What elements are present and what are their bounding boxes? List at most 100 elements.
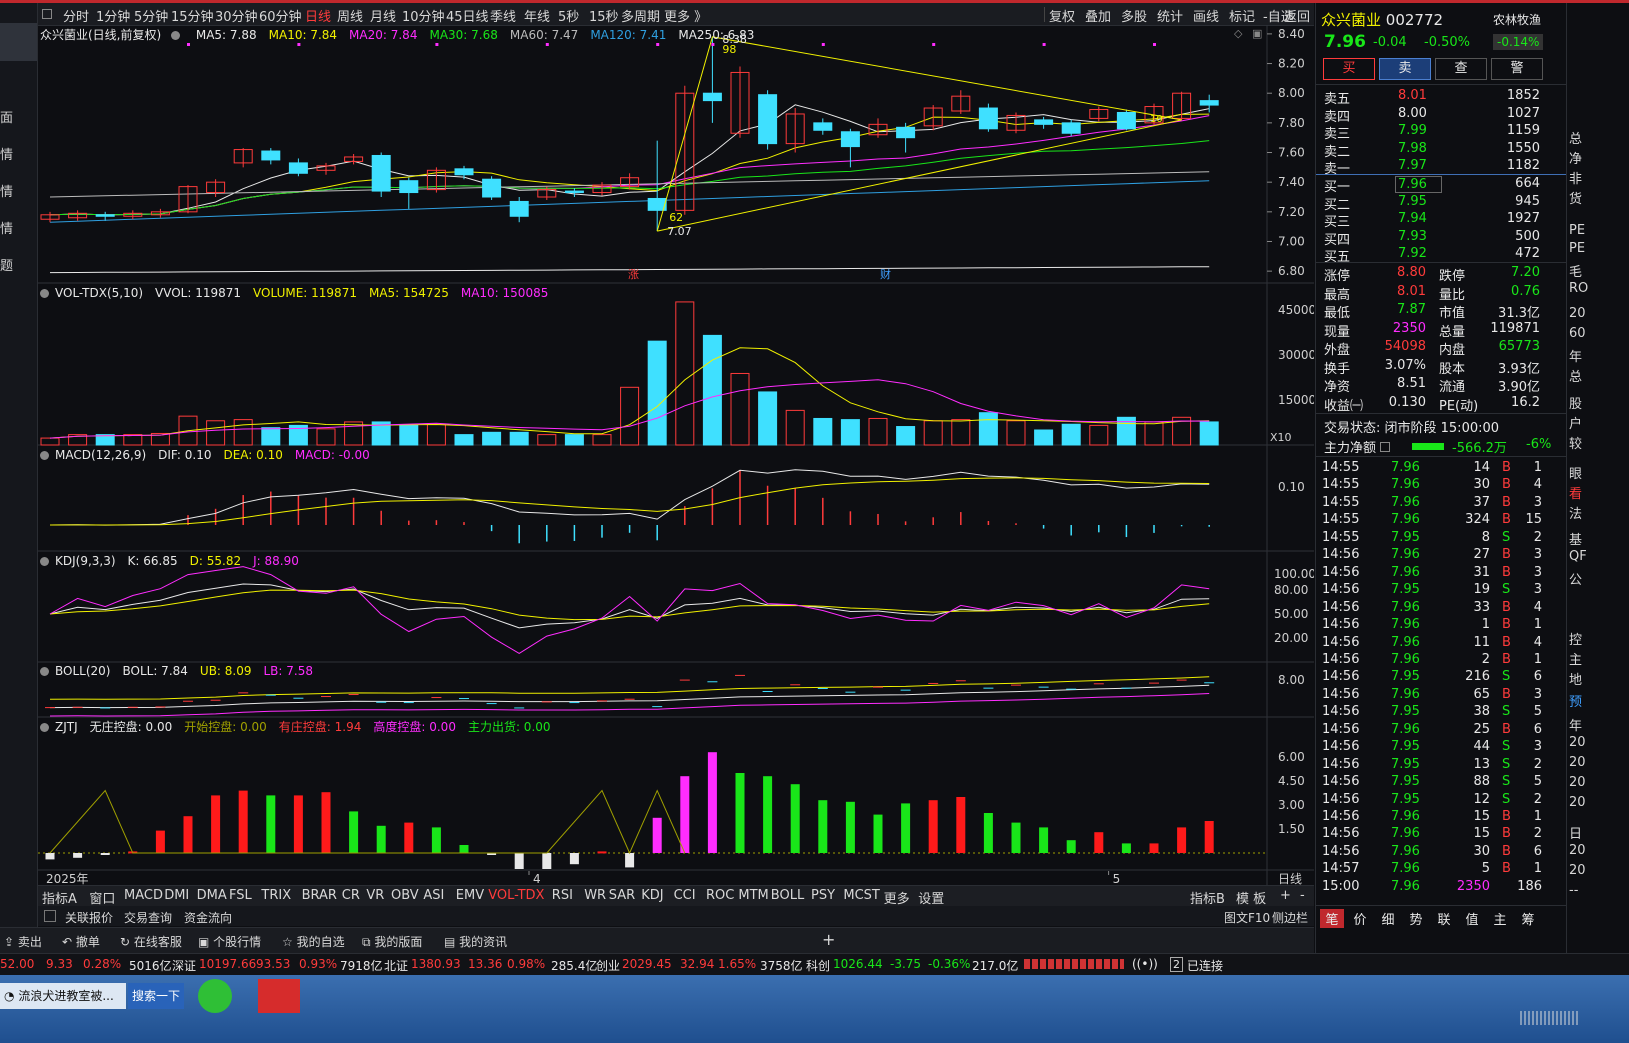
f10-item[interactable]: 控 (1569, 633, 1583, 648)
period-tab[interactable]: 5秒 (558, 10, 580, 25)
f10-item[interactable]: 户 (1569, 417, 1583, 432)
f10-item[interactable]: 20 (1569, 306, 1586, 321)
ask-price[interactable]: 7.97 (1398, 158, 1427, 173)
legend-toggle-icon[interactable] (40, 451, 49, 460)
f10-item[interactable]: 净 (1569, 152, 1583, 167)
indicator-tab[interactable]: CCI (673, 888, 696, 903)
period-tab[interactable]: 年线 (524, 10, 551, 25)
toolbar-button[interactable]: 复权 (1049, 10, 1076, 25)
indicator-right-button[interactable]: - (1300, 888, 1305, 903)
indicator-tab[interactable]: MTM (738, 888, 769, 903)
add-icon[interactable]: + (822, 930, 836, 949)
left-nav-item[interactable]: 情 (0, 185, 14, 200)
f10-item[interactable]: 60 (1569, 326, 1586, 341)
toolbar-button[interactable]: 标记 (1229, 10, 1256, 25)
f10-item[interactable]: -- (1569, 883, 1579, 898)
f10-item[interactable]: 非 (1569, 172, 1583, 187)
legend-toggle-icon[interactable] (40, 723, 49, 732)
period-tab[interactable]: 60分钟 (259, 10, 302, 25)
panel-toggle-icon[interactable] (44, 910, 56, 922)
toolbar-button[interactable]: -自选 (1263, 10, 1294, 25)
f10-item[interactable]: 总 (1569, 370, 1583, 385)
period-tab[interactable]: 1分钟 (96, 10, 131, 25)
toolbar-button[interactable]: 多股 (1121, 10, 1148, 25)
stock-quote-button[interactable]: ▣ 个股行情 (198, 935, 262, 949)
f10-item[interactable]: 地 (1569, 673, 1583, 688)
f10-item[interactable]: 20 (1569, 843, 1586, 858)
bid-price[interactable]: 7.94 (1398, 211, 1427, 226)
left-nav-item[interactable]: 面 (0, 111, 14, 126)
period-tab-more[interactable]: 更多 》 (664, 10, 708, 25)
f10-item[interactable]: 法 (1569, 507, 1583, 522)
f10-item[interactable]: 年 (1569, 350, 1583, 365)
quote-panel-tab[interactable]: 势 (1409, 913, 1423, 928)
legend-toggle-icon[interactable] (40, 557, 49, 566)
toolbar-button[interactable]: 返回 (1284, 10, 1311, 25)
toolbar-button[interactable]: 画线 (1193, 10, 1220, 25)
quote-panel-tab[interactable]: 细 (1381, 913, 1395, 928)
my-watchlist-button[interactable]: ☆ 我的自选 (282, 935, 345, 949)
layout-toggle-icon[interactable] (42, 9, 52, 19)
taskbar-search[interactable]: 搜索一下 (128, 983, 184, 1009)
indicator-tab[interactable]: PSY (811, 888, 836, 903)
f10-item[interactable]: 基 (1569, 533, 1583, 548)
sector-name[interactable]: 农林牧渔 (1493, 13, 1542, 27)
cancel-order-button[interactable]: ↶ 撤单 (62, 935, 100, 949)
period-tab[interactable]: 分时 (63, 10, 90, 25)
quote-panel-tab[interactable]: 筹 (1521, 913, 1535, 928)
chart-area[interactable]: 8.40 8.20 8.00 7.80 7.60 7.40 7.20 7.00 6.80 8.38… (38, 25, 1314, 885)
my-news-button[interactable]: ▤ 我的资讯 (444, 935, 508, 949)
bid-price[interactable]: 7.96 (1395, 176, 1442, 193)
f10-item[interactable]: 20 (1569, 755, 1586, 770)
indicator-tab[interactable]: SAR (608, 888, 636, 903)
query-button[interactable]: 查 (1435, 58, 1487, 80)
indicator-tab[interactable]: OBV (391, 888, 419, 903)
period-tab[interactable]: 季线 (490, 10, 517, 25)
indicator-tab[interactable]: ASI (423, 888, 445, 903)
period-tab[interactable]: 5分钟 (134, 10, 169, 25)
f10-item[interactable]: 较 (1569, 437, 1583, 452)
indicator-tab[interactable]: 窗口 (89, 892, 116, 907)
legend-toggle-icon[interactable] (40, 667, 49, 676)
f10-item[interactable]: 毛 (1569, 265, 1583, 280)
f10-item[interactable]: 预 (1569, 695, 1583, 710)
left-nav-selected[interactable] (0, 23, 37, 61)
sell-button[interactable]: 卖 (1379, 58, 1431, 80)
f10-item[interactable]: PE (1569, 241, 1586, 256)
quote-panel-tab[interactable]: 价 (1353, 913, 1367, 928)
period-tab[interactable]: 多周期 (621, 10, 661, 25)
f10-item[interactable]: 股 (1569, 397, 1583, 412)
indicator-tab[interactable]: 设置 (918, 892, 945, 907)
left-nav-item[interactable]: 情 (0, 148, 14, 163)
left-nav-item[interactable]: 情 (0, 222, 14, 237)
tray-icon[interactable] (1520, 1011, 1580, 1025)
f10-item[interactable]: 20 (1569, 775, 1586, 790)
indicator-tab[interactable]: MACD (124, 888, 163, 903)
online-service-button[interactable]: ↻ 在线客服 (120, 935, 182, 949)
sub-tab[interactable]: 关联报价 (65, 911, 114, 925)
f10-item[interactable]: RO (1569, 281, 1589, 296)
period-tab[interactable]: 45日线 (446, 10, 489, 25)
period-tab-selected[interactable]: 日线 (305, 10, 332, 25)
ask-price[interactable]: 7.99 (1398, 123, 1427, 138)
indicator-tab[interactable]: BRAR (301, 888, 337, 903)
f10-item[interactable]: 20 (1569, 795, 1586, 810)
bid-price[interactable]: 7.93 (1398, 228, 1427, 244)
ask-price[interactable]: 7.98 (1398, 140, 1427, 156)
f10-item[interactable]: 20 (1569, 863, 1586, 878)
legend-toggle-icon[interactable] (171, 31, 181, 40)
f10-item[interactable]: 眼 (1569, 467, 1583, 482)
indicator-tab[interactable]: MCST (843, 888, 880, 903)
indicator-tab[interactable]: DMI (164, 888, 190, 903)
indicator-right-button[interactable]: 模 板 (1236, 892, 1267, 907)
sub-tab[interactable]: 资金流向 (184, 911, 233, 925)
indicator-tab[interactable]: TRIX (261, 888, 292, 903)
indicator-tab[interactable]: DMA (196, 888, 227, 903)
indicator-tab[interactable]: VR (366, 888, 385, 903)
indicator-tab[interactable]: ROC (706, 888, 735, 903)
my-layout-button[interactable]: ⧉ 我的版面 (362, 935, 423, 949)
left-nav-item[interactable]: 题 (0, 259, 14, 274)
indicator-right-button[interactable]: + (1280, 888, 1291, 903)
f10-item[interactable]: QF (1569, 549, 1587, 564)
indicator-tab[interactable]: VOL-TDX (488, 888, 545, 903)
